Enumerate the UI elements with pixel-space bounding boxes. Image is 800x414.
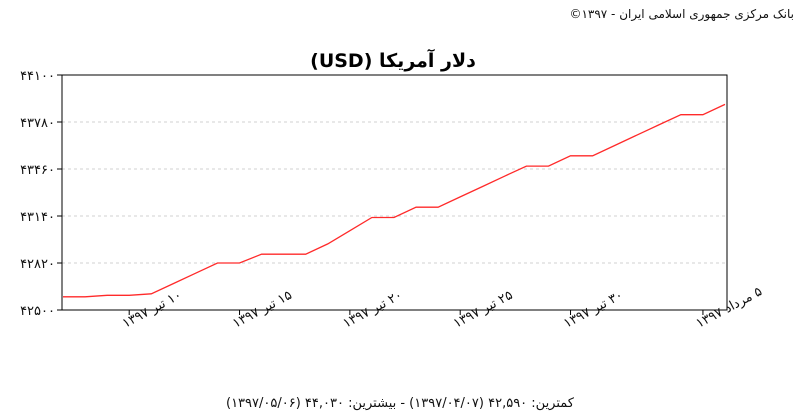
series-line xyxy=(63,103,726,298)
copyright-text: بانک مرکزی جمهوری اسلامی ایران - ۱۳۹۷© xyxy=(569,3,794,22)
y-tick-label: ۴۴۱۰۰ xyxy=(20,69,55,84)
plot-area xyxy=(63,103,726,298)
x-tick-label: ۵ مرداد ۱۳۹۷ xyxy=(694,284,765,331)
grid-lines xyxy=(62,121,727,264)
y-tick-label: ۴۲۵۰۰ xyxy=(20,304,55,319)
plot-frame xyxy=(61,74,728,311)
y-tick-label: ۴۳۷۸۰ xyxy=(20,116,55,131)
y-axis: ۴۲۵۰۰ ۴۲۸۲۰ ۴۳۱۴۰ ۴۳۴۶۰ ۴۳۷۸۰ ۴۴۱۰۰ xyxy=(20,69,62,319)
chart-title: دلار آمریکا (USD) xyxy=(310,48,476,72)
footer-label: کمترین: ۴۲,۵۹۰ (۱۳۹۷/۰۴/۰۷) - بیشترین: ۴… xyxy=(226,396,574,411)
y-tick-label: ۴۲۸۲۰ xyxy=(20,257,55,272)
copyright-label: بانک مرکزی جمهوری اسلامی ایران - ۱۳۹۷© xyxy=(569,7,794,21)
footer-stats: کمترین: ۴۲,۵۹۰ (۱۳۹۷/۰۴/۰۷) - بیشترین: ۴… xyxy=(0,392,800,411)
y-tick-label: ۴۳۱۴۰ xyxy=(20,210,55,225)
y-tick-label: ۴۳۴۶۰ xyxy=(20,163,55,178)
